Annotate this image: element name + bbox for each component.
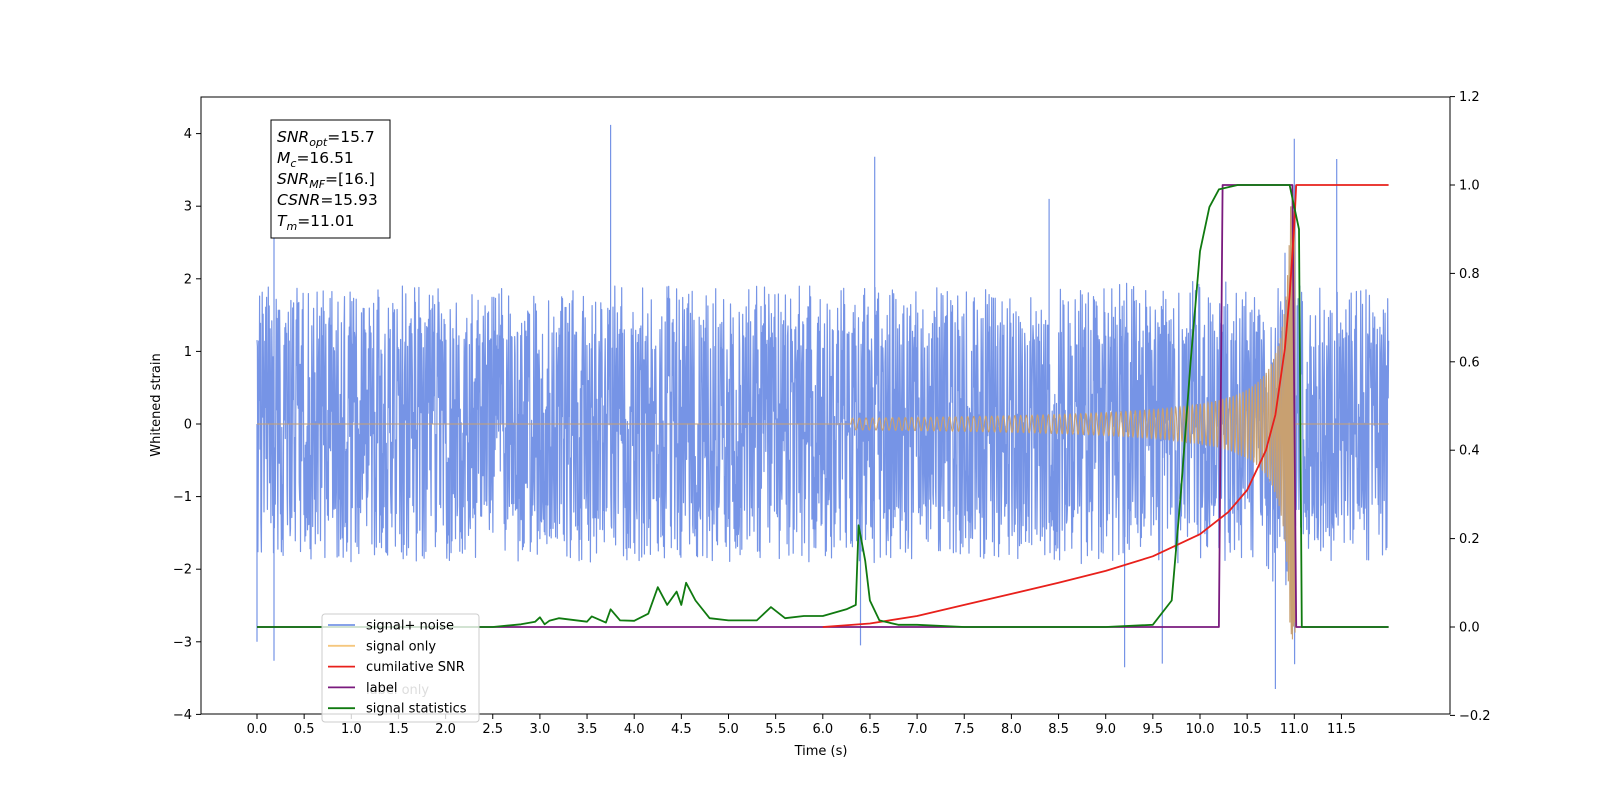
- legend-label: signal statistics: [366, 702, 467, 717]
- x-tick-label: 8.0: [1001, 722, 1022, 737]
- y-axis-label: Whitened strain: [149, 353, 164, 456]
- info-box-frame: [270, 119, 391, 239]
- y-left-tick-label: −1: [173, 490, 192, 505]
- plot-area: [256, 124, 1390, 689]
- x-tick-label: 2.5: [482, 722, 503, 737]
- y-left-tick-label: −2: [173, 563, 192, 578]
- x-tick-label: 5.0: [718, 722, 739, 737]
- y-left-tick-label: −4: [173, 708, 192, 723]
- y-right-tick-label: 1.0: [1459, 179, 1480, 194]
- x-tick-label: 11.5: [1327, 722, 1356, 737]
- y-right-tick-label: −0.2: [1459, 709, 1491, 724]
- y-axis-left: 4 3 2 1 0 −1 −2 −3 −4: [173, 127, 201, 723]
- x-tick-label: 7.5: [954, 722, 975, 737]
- info-box: SNRopt=15.7Mc=16.51SNRMF=[16.]CSNR=15.93…: [270, 119, 391, 239]
- x-tick-label: 3.5: [577, 722, 598, 737]
- x-axis: 0.0 0.5 1.0 1.5 2.0 2.5 3.0 3.5 4.0 4.5 5.0 5.5 6.0 6…: [247, 714, 1356, 737]
- legend-label: label: [366, 681, 397, 696]
- series-signal-statistics-line: [257, 184, 1389, 628]
- y-right-tick-label: 0.4: [1459, 444, 1480, 459]
- x-tick-label: 10.0: [1186, 722, 1215, 737]
- y-left-tick-label: 0: [184, 418, 192, 433]
- y-right-tick-label: 0.2: [1459, 532, 1480, 547]
- x-tick-label: 9.5: [1143, 722, 1164, 737]
- y-left-tick-label: 3: [184, 200, 192, 215]
- info-line: SNRMF=[16.]: [277, 170, 375, 191]
- info-line: Mc=16.51: [277, 149, 354, 170]
- y-left-tick-label: 2: [184, 272, 192, 287]
- x-tick-label: 1.5: [388, 722, 409, 737]
- legend-label: signal+ noise: [366, 619, 454, 634]
- legend-frame: [321, 613, 480, 723]
- legend-label: cumilative SNR: [366, 660, 465, 675]
- legend-hidden-label: label only: [366, 683, 429, 698]
- x-tick-label: 6.0: [812, 722, 833, 737]
- legend: label only signal+ noise signal only cumil…: [321, 613, 480, 723]
- x-tick-label: 3.0: [530, 722, 551, 737]
- right-axis-series: [257, 184, 1389, 628]
- x-tick-label: 4.5: [671, 722, 692, 737]
- y-left-tick-label: 1: [184, 345, 192, 360]
- x-tick-label: 1.0: [341, 722, 362, 737]
- y-axis-right: 1.2 1.0 0.8 0.6 0.4 0.2 0.0 −0.2: [1450, 90, 1491, 724]
- y-right-tick-label: 0.0: [1459, 621, 1480, 636]
- x-tick-label: 7.0: [907, 722, 928, 737]
- x-tick-label: 2.0: [435, 722, 456, 737]
- plot-frame: [200, 96, 1451, 715]
- x-tick-label: 8.5: [1048, 722, 1069, 737]
- x-tick-label: 11.0: [1280, 722, 1309, 737]
- x-tick-label: 4.0: [624, 722, 645, 737]
- x-tick-label: 5.5: [765, 722, 786, 737]
- x-axis-label: Time (s): [794, 744, 848, 759]
- y-right-tick-label: 0.6: [1459, 355, 1480, 370]
- info-line: SNRopt=15.7: [277, 128, 375, 149]
- x-tick-label: 6.5: [860, 722, 881, 737]
- series-cumilative-snr-line: [822, 184, 1389, 628]
- x-tick-label: 10.5: [1233, 722, 1262, 737]
- y-left-tick-label: 4: [184, 127, 192, 142]
- info-line: Tm=11.01: [277, 212, 355, 233]
- y-right-tick-label: 0.8: [1459, 267, 1480, 282]
- x-tick-label: 9.0: [1095, 722, 1116, 737]
- info-line: CSNR=15.93: [277, 191, 378, 209]
- x-tick-label: 0.0: [247, 722, 268, 737]
- y-right-tick-label: 1.2: [1459, 90, 1480, 105]
- x-tick-label: 0.5: [294, 722, 315, 737]
- y-left-tick-label: −3: [173, 635, 192, 650]
- legend-label: signal only: [366, 639, 436, 654]
